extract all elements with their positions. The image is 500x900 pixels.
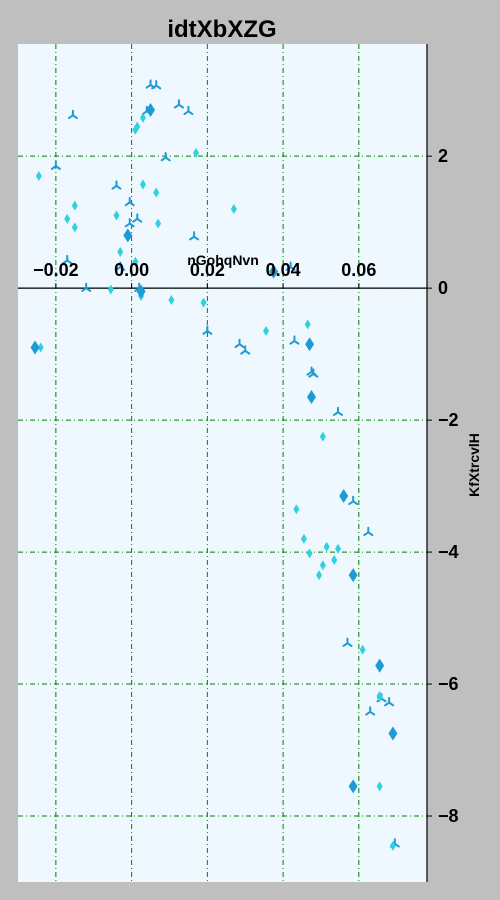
data-point <box>293 504 300 515</box>
y-axis-label: KfXtrcvlH <box>466 433 482 497</box>
data-point <box>376 692 383 703</box>
data-point <box>168 295 175 306</box>
data-point <box>124 217 135 228</box>
data-point <box>151 80 162 90</box>
data-point <box>230 203 237 214</box>
data-point <box>359 644 366 655</box>
plot-background <box>18 44 427 882</box>
data-point <box>124 196 135 207</box>
data-point <box>200 297 207 308</box>
data-point <box>363 526 374 537</box>
y-tick-label: −6 <box>438 674 459 694</box>
x-tick-label: 0.02 <box>190 260 225 280</box>
y-tick-label: −4 <box>438 542 459 562</box>
data-point <box>132 256 139 267</box>
data-point <box>269 264 279 279</box>
data-point <box>234 338 245 349</box>
data-point <box>240 345 251 355</box>
data-point <box>202 325 213 335</box>
data-point <box>306 390 316 405</box>
data-point <box>64 213 71 224</box>
data-point <box>146 102 156 117</box>
data-point <box>333 406 344 416</box>
data-point <box>289 335 300 345</box>
y-tick-label: 2 <box>438 146 448 166</box>
data-point <box>376 781 383 792</box>
x-axis-label: nGohqNvn <box>187 252 259 268</box>
data-point <box>35 170 42 181</box>
x-tick-label: 0.04 <box>266 260 301 280</box>
data-point <box>81 282 92 292</box>
data-point <box>134 121 141 132</box>
data-point <box>339 488 349 503</box>
data-point <box>136 284 146 299</box>
chart-title: idtXbXZG <box>167 16 276 43</box>
data-point <box>348 779 358 794</box>
data-point <box>113 210 120 221</box>
data-point <box>160 151 171 162</box>
data-point <box>71 222 78 233</box>
data-point <box>348 568 358 583</box>
data-point <box>139 179 146 190</box>
data-point <box>67 109 78 120</box>
data-point <box>316 570 323 581</box>
data-point <box>304 319 311 330</box>
data-point <box>50 160 61 170</box>
x-tick-label: 0.00 <box>114 260 149 280</box>
data-point <box>365 706 376 716</box>
y-tick-label: −2 <box>438 410 459 430</box>
data-point <box>62 254 73 265</box>
x-tick-label: 0.06 <box>341 260 376 280</box>
data-point <box>263 326 270 337</box>
data-point <box>305 337 315 352</box>
data-point <box>132 213 143 223</box>
data-point <box>375 658 385 673</box>
data-point <box>300 533 307 544</box>
data-point <box>153 187 160 198</box>
data-point <box>285 261 296 271</box>
data-point <box>348 495 359 506</box>
data-point <box>111 180 122 190</box>
data-point <box>319 560 326 571</box>
data-point <box>30 340 40 355</box>
data-point <box>189 231 200 241</box>
data-point <box>71 200 78 211</box>
data-point <box>335 543 342 554</box>
data-point <box>331 554 338 565</box>
data-point <box>323 541 330 552</box>
data-point <box>139 112 146 123</box>
data-point <box>107 284 114 295</box>
data-point <box>37 342 44 353</box>
data-point <box>342 637 353 647</box>
data-point <box>388 726 398 741</box>
data-point <box>308 368 319 378</box>
data-point <box>384 697 395 707</box>
grid <box>18 44 427 882</box>
data-point <box>389 840 396 851</box>
data-point <box>319 431 326 442</box>
y-tick-label: −8 <box>438 806 459 826</box>
data-point <box>306 548 313 559</box>
x-tick-label: −0.02 <box>33 260 79 280</box>
tick-labels: −0.02 0.00 0.02 0.04 0.06 2 0 −2 −4 −6 −8 <box>33 146 458 826</box>
data-points <box>30 79 400 851</box>
data-point <box>173 99 184 109</box>
data-point <box>183 105 194 116</box>
data-point <box>123 228 133 243</box>
y-tick-label: 0 <box>438 278 448 298</box>
data-point <box>117 246 124 257</box>
data-point <box>155 218 162 229</box>
data-point <box>192 147 199 158</box>
data-point <box>115 261 126 271</box>
